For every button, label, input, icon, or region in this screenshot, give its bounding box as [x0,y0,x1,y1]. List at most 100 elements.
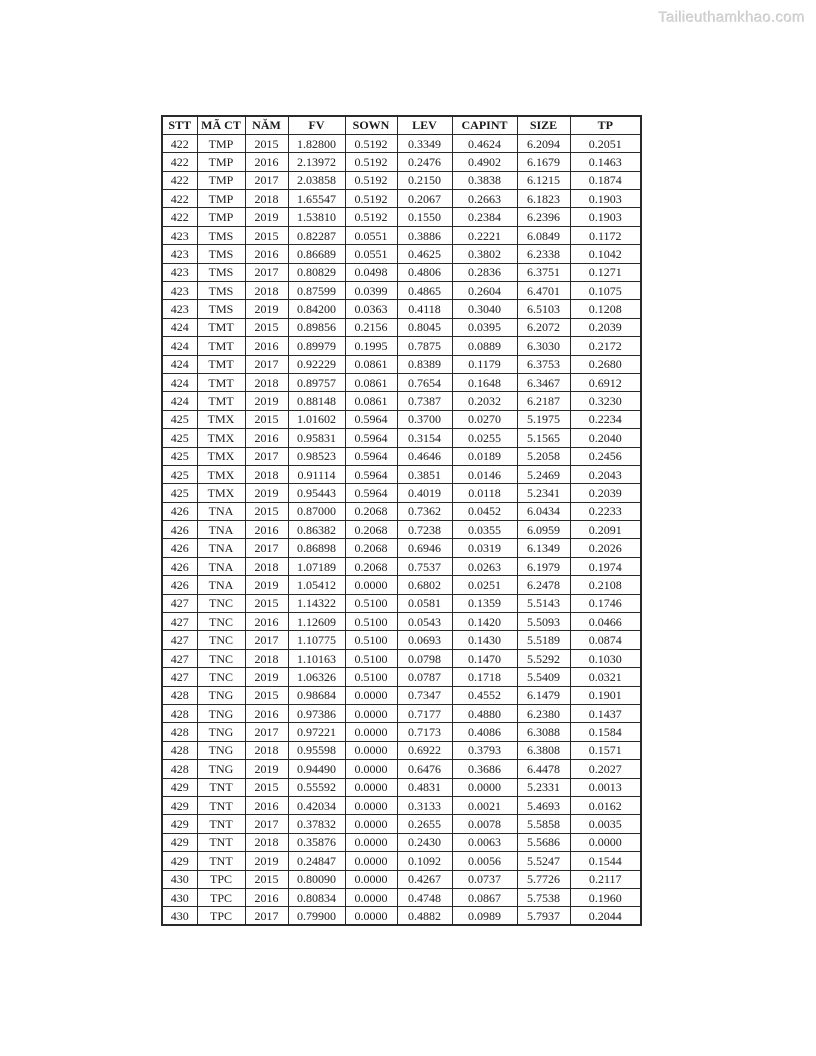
table-cell: 425 [161,409,198,430]
table-row: 427 TNC 2016 1.12609 0.5100 0.0543 0.1420 5.509… [161,612,642,632]
table-cell: TNT [196,795,246,816]
table-cell: 6.3030 [516,336,571,356]
table-cell: 1.10163 [287,648,346,669]
table-cell: 2018 [244,281,289,301]
table-cell: 2019 [244,759,289,779]
table-cell: 0.80834 [287,887,346,908]
header-row: STT MÃ CT NĂM FV SOWN LEV CAPINT SIZE TP [161,115,642,135]
table-cell: 2017 [244,446,289,466]
table-cell: 6.3751 [516,262,571,283]
table-cell: 0.0551 [344,225,398,246]
table-cell: 0.0000 [344,851,398,871]
table-header: STT MÃ CT NĂM FV SOWN LEV CAPINT SIZE TP [161,115,642,135]
table-cell: TMS [196,281,246,301]
table-cell: 6.2187 [516,391,571,411]
table-cell: 0.4118 [396,299,453,319]
table-cell: 0.7238 [396,520,453,540]
table-cell: 0.6922 [396,740,453,761]
table-cell: 1.82800 [287,133,346,154]
table-cell: 0.82287 [287,225,346,246]
table-row: 422 TMP 2017 2.03858 0.5192 0.2150 0.3838 6.121… [161,170,642,191]
table-cell: 0.1974 [569,556,642,577]
table-cell: 2015 [244,409,289,430]
table-cell: 424 [161,317,198,338]
table-cell: 0.1430 [451,630,518,650]
table-cell: 6.2338 [516,244,571,264]
table-cell: 0.1544 [569,851,642,871]
table-cell: 0.0798 [396,648,453,669]
table-cell: 1.65547 [287,189,346,209]
table-cell: 2019 [244,667,289,687]
table-cell: TMP [196,170,246,191]
table-row: 424 TMT 2016 0.89979 0.1995 0.7875 0.0889 6.303… [161,336,642,356]
table-cell: 427 [161,648,198,669]
table-cell: 0.5964 [344,428,398,448]
table-cell: TMP [196,133,246,154]
table-cell: 2018 [244,556,289,577]
table-cell: TMX [196,483,246,503]
table-cell: 0.2836 [451,262,518,283]
table-cell: 0.1903 [569,189,642,209]
table-cell: 0.6912 [569,372,642,393]
table-cell: 2018 [244,648,289,669]
table-cell: TNG [196,685,246,706]
table-cell: 425 [161,464,198,485]
table-row: 424 TMT 2018 0.89757 0.0861 0.7654 0.1648 6.346… [161,372,642,393]
table-cell: 0.7387 [396,391,453,411]
table-cell: 6.3753 [516,354,571,374]
table-cell: TMX [196,464,246,485]
table-cell: 6.1823 [516,189,571,209]
table-cell: 429 [161,777,198,797]
table-cell: TNC [196,612,246,632]
table-cell: 0.4882 [396,906,453,926]
table-row: 430 TPC 2016 0.80834 0.0000 0.4748 0.0867 5.753… [161,887,642,908]
data-table: STT MÃ CT NĂM FV SOWN LEV CAPINT SIZE TP 422 TMP 2… [161,115,642,927]
table-cell: 0.0000 [569,832,642,853]
table-cell: 425 [161,483,198,503]
table-cell: 0.2044 [569,906,642,926]
table-row: 422 TMP 2018 1.65547 0.5192 0.2067 0.2663 6.182… [161,189,642,209]
table-cell: 2019 [244,391,289,411]
table-cell: 0.1584 [569,722,642,742]
table-cell: 0.0000 [344,740,398,761]
table-cell: 0.2027 [569,759,642,779]
table-cell: 2.13972 [287,152,346,172]
table-cell: 0.89856 [287,317,346,338]
table-cell: 0.7537 [396,556,453,577]
table-row: 424 TMT 2017 0.92229 0.0861 0.8389 0.1179 6.375… [161,354,642,374]
table-cell: 0.1463 [569,152,642,172]
table-cell: 0.0861 [344,372,398,393]
table-cell: 6.2380 [516,703,571,724]
table-cell: 0.80829 [287,262,346,283]
table-cell: 5.5143 [516,593,571,614]
table-cell: 426 [161,520,198,540]
table-cell: 424 [161,391,198,411]
table-cell: 422 [161,170,198,191]
table-cell: 1.06326 [287,667,346,687]
table-cell: 0.95443 [287,483,346,503]
column-header-stt: STT [161,115,198,135]
table-row: 427 TNC 2018 1.10163 0.5100 0.0798 0.1470 5.529… [161,648,642,669]
table-cell: 2015 [244,685,289,706]
column-header-n-m: NĂM [244,115,289,135]
table-row: 425 TMX 2019 0.95443 0.5964 0.4019 0.0118 5.234… [161,483,642,503]
table-cell: 0.1550 [396,207,453,227]
table-cell: 0.2039 [569,483,642,503]
table-row: 429 TNT 2016 0.42034 0.0000 0.3133 0.0021 5.469… [161,795,642,816]
table-cell: 0.3838 [451,170,518,191]
table-cell: TMT [196,372,246,393]
table-cell: 2016 [244,703,289,724]
table-cell: 0.3793 [451,740,518,761]
table-row: 426 TNA 2018 1.07189 0.2068 0.7537 0.0263 6.197… [161,556,642,577]
table-cell: 0.0063 [451,832,518,853]
table-cell: TMS [196,262,246,283]
table-cell: 2015 [244,133,289,154]
table-cell: 0.79900 [287,906,346,926]
table-cell: 6.2094 [516,133,571,154]
table-cell: 0.1960 [569,887,642,908]
table-cell: 2015 [244,317,289,338]
table-cell: 0.2091 [569,520,642,540]
table-cell: 5.2341 [516,483,571,503]
table-cell: TMS [196,299,246,319]
